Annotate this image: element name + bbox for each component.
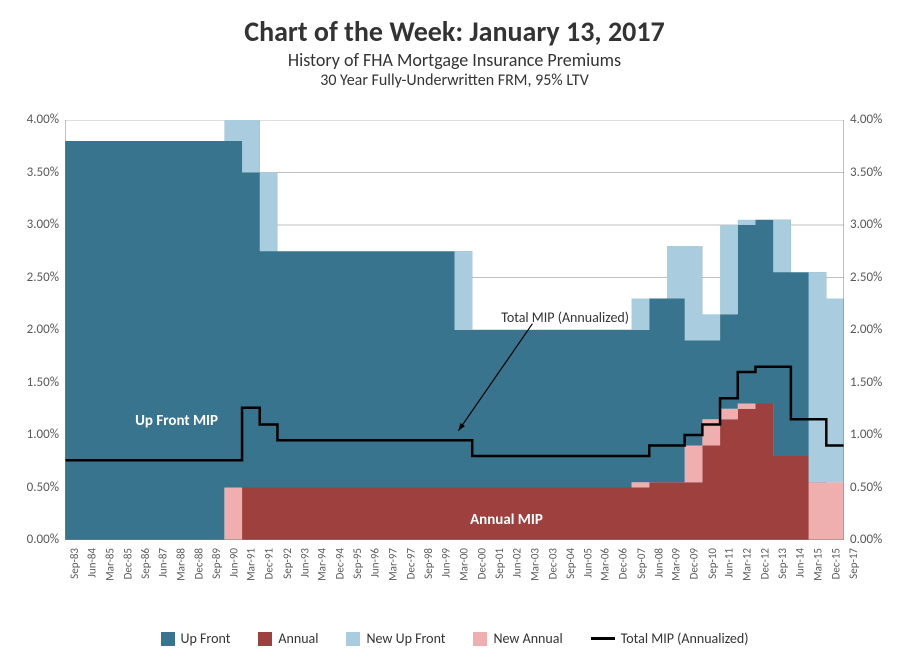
x-tick-label: Mar-03 bbox=[528, 548, 541, 581]
x-tick-label: Dec-06 bbox=[617, 548, 630, 579]
x-tick-label: Dec-85 bbox=[121, 548, 134, 579]
legend-item-new_annual: New Annual bbox=[473, 630, 562, 647]
annotation-total-mip: Total MIP (Annualized) bbox=[501, 309, 629, 326]
x-tick-label: Sep-07 bbox=[635, 548, 648, 579]
x-tick-label: Sep-92 bbox=[280, 548, 293, 579]
x-tick-label: Dec-00 bbox=[475, 548, 488, 579]
x-tick-label: Sep-01 bbox=[493, 548, 506, 579]
x-tick-label: Mar-97 bbox=[387, 548, 400, 581]
y-tick-label: 1.50% bbox=[850, 375, 882, 390]
y-tick-label: 4.00% bbox=[850, 112, 882, 127]
y-tick-label: 2.50% bbox=[27, 270, 59, 285]
legend-label: Annual bbox=[278, 630, 318, 647]
chart-container: Chart of the Week: January 13, 2017 Hist… bbox=[0, 0, 909, 660]
x-tick-label: Jun-05 bbox=[581, 548, 594, 578]
x-tick-label: Dec-94 bbox=[334, 548, 347, 579]
x-tick-label: Dec-03 bbox=[546, 548, 559, 579]
x-tick-label: Sep-86 bbox=[139, 548, 152, 579]
x-tick-label: Dec-91 bbox=[263, 548, 276, 579]
x-tick-label: Jun-90 bbox=[227, 548, 240, 578]
x-tick-label: Mar-94 bbox=[316, 548, 329, 581]
x-tick-label: Dec-09 bbox=[688, 548, 701, 579]
legend: Up Front Annual New Up Front New Annual Tota… bbox=[0, 630, 909, 647]
y-tick-label: 0.50% bbox=[850, 480, 882, 495]
y-tick-label: 3.00% bbox=[27, 217, 59, 232]
y-tick-label: 0.00% bbox=[850, 532, 882, 547]
y-tick-label: 2.50% bbox=[850, 270, 882, 285]
y-axis-left: 0.00%0.50%1.00%1.50%2.00%2.50%3.00%3.50%… bbox=[5, 120, 65, 540]
x-tick-label: Jun-02 bbox=[511, 548, 524, 578]
chart-title-sub2: 30 Year Fully-Underwritten FRM, 95% LTV bbox=[0, 71, 909, 90]
x-tick-label: Jun-87 bbox=[157, 548, 170, 578]
chart-title-sub: History of FHA Mortgage Insurance Premiu… bbox=[0, 49, 909, 71]
y-tick-label: 2.00% bbox=[850, 322, 882, 337]
x-tick-label: Sep-95 bbox=[351, 548, 364, 579]
legend-label: Up Front bbox=[181, 630, 231, 647]
chart-svg bbox=[65, 120, 844, 540]
legend-swatch bbox=[346, 632, 360, 646]
chart-title-main: Chart of the Week: January 13, 2017 bbox=[0, 14, 909, 49]
x-tick-label: Mar-00 bbox=[458, 548, 471, 581]
x-tick-label: Jun-96 bbox=[369, 548, 382, 578]
y-tick-label: 3.50% bbox=[27, 165, 59, 180]
x-tick-label: Sep-04 bbox=[564, 548, 577, 579]
legend-swatch bbox=[473, 632, 487, 646]
y-tick-label: 1.00% bbox=[850, 427, 882, 442]
x-tick-label: Mar-88 bbox=[174, 548, 187, 581]
plot-area: Total MIP (Annualized) Up Front MIP Annual… bbox=[65, 120, 844, 540]
annotation-up-front-mip: Up Front MIP bbox=[135, 412, 218, 430]
x-axis: Sep-83 Jun-84 Mar-85 Dec-85 Sep-86 Jun-87 Mar-… bbox=[65, 544, 844, 624]
y-tick-label: 3.50% bbox=[850, 165, 882, 180]
x-tick-label: Mar-15 bbox=[812, 548, 825, 581]
x-tick-label: Jun-84 bbox=[86, 548, 99, 578]
y-tick-label: 1.50% bbox=[27, 375, 59, 390]
x-tick-label: Sep-83 bbox=[68, 548, 81, 579]
y-tick-label: 1.00% bbox=[27, 427, 59, 442]
x-tick-label: Mar-09 bbox=[670, 548, 683, 581]
y-tick-label: 0.50% bbox=[27, 480, 59, 495]
x-tick-label: Sep-10 bbox=[705, 548, 718, 579]
titles-block: Chart of the Week: January 13, 2017 Hist… bbox=[0, 0, 909, 90]
x-tick-label: Mar-85 bbox=[103, 548, 116, 581]
x-tick-label: Sep-13 bbox=[776, 548, 789, 579]
x-tick-label: Mar-91 bbox=[245, 548, 258, 581]
legend-item-total_line: Total MIP (Annualized) bbox=[591, 630, 749, 647]
y-tick-label: 2.00% bbox=[27, 322, 59, 337]
x-tick-label: Mar-12 bbox=[741, 548, 754, 581]
y-tick-label: 0.00% bbox=[27, 532, 59, 547]
x-tick-label: Dec-97 bbox=[404, 548, 417, 579]
x-tick-label: Mar-06 bbox=[599, 548, 612, 581]
legend-item-new_up_front: New Up Front bbox=[346, 630, 445, 647]
x-tick-label: Jun-14 bbox=[794, 548, 807, 578]
x-tick-label: Jun-99 bbox=[440, 548, 453, 578]
legend-line-swatch bbox=[591, 637, 615, 640]
legend-label: New Up Front bbox=[366, 630, 445, 647]
x-tick-label: Jun-11 bbox=[723, 548, 736, 578]
legend-swatch bbox=[161, 632, 175, 646]
y-tick-label: 3.00% bbox=[850, 217, 882, 232]
x-tick-label: Sep-89 bbox=[210, 548, 223, 579]
x-tick-label: Dec-15 bbox=[829, 548, 842, 579]
x-tick-label: Jun-93 bbox=[298, 548, 311, 578]
annotation-annual-mip: Annual MIP bbox=[470, 511, 543, 529]
x-tick-label: Jun-08 bbox=[652, 548, 665, 578]
legend-item-annual: Annual bbox=[258, 630, 318, 647]
legend-swatch bbox=[258, 632, 272, 646]
y-tick-label: 4.00% bbox=[27, 112, 59, 127]
x-tick-label: Dec-88 bbox=[192, 548, 205, 579]
y-axis-right: 0.00%0.50%1.00%1.50%2.00%2.50%3.00%3.50%… bbox=[844, 120, 904, 540]
legend-item-up_front: Up Front bbox=[161, 630, 231, 647]
x-tick-label: Sep-17 bbox=[847, 548, 860, 579]
legend-label: Total MIP (Annualized) bbox=[621, 630, 749, 647]
x-tick-label: Dec-12 bbox=[758, 548, 771, 579]
legend-label: New Annual bbox=[493, 630, 562, 647]
x-tick-label: Sep-98 bbox=[422, 548, 435, 579]
